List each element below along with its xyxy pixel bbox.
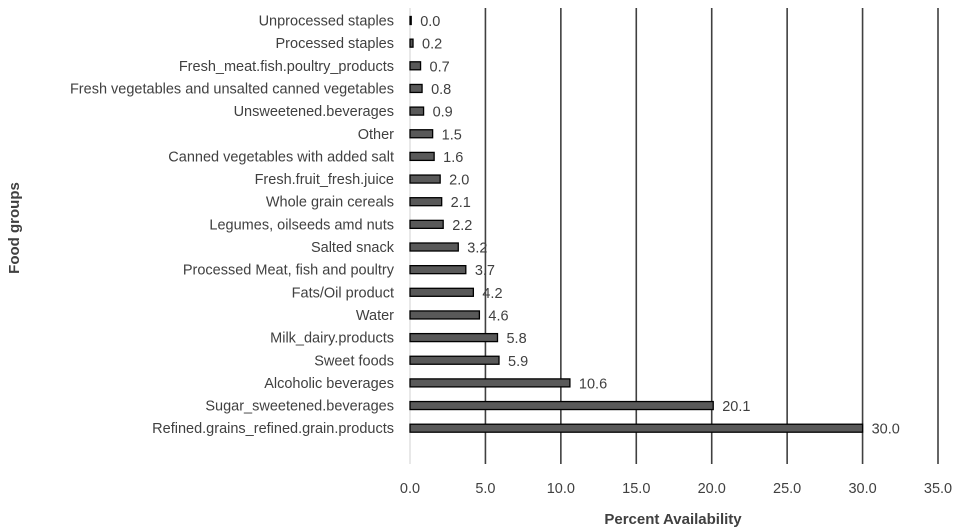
bar (409, 197, 443, 207)
bar (409, 310, 481, 320)
value-label: 2.1 (451, 195, 471, 211)
category-label: Fats/Oil product (292, 285, 394, 301)
bar (409, 264, 467, 275)
value-labels: 0.0 0.2 0.7 0.8 0.9 1.5 1.6 2.0 2.1 2.2 3.2 3.7 4.2 4… (420, 14, 900, 438)
category-label: Fresh vegetables and unsalted canned veg… (70, 81, 394, 97)
category-labels: Unprocessed staples Processed staples Fres… (70, 14, 395, 438)
bar (409, 61, 422, 71)
x-tick-label: 30.0 (848, 481, 876, 497)
bar (409, 151, 435, 162)
value-label: 2.2 (452, 218, 472, 234)
bar (409, 15, 412, 26)
gridlines (409, 8, 939, 464)
x-axis-ticks: 0.0 5.0 10.0 15.0 20.0 25.0 30.0 35.0 (400, 481, 952, 497)
bar (409, 38, 414, 48)
category-label: Fresh_meat.fish.poultry_products (179, 59, 394, 75)
bar (409, 129, 434, 139)
category-label: Milk_dairy.products (270, 331, 394, 347)
x-tick-label: 25.0 (773, 481, 801, 497)
value-label: 3.7 (475, 263, 495, 279)
category-label: Other (358, 127, 394, 143)
value-label: 30.0 (872, 422, 900, 438)
value-label: 0.2 (422, 37, 442, 53)
value-label: 0.8 (431, 82, 451, 98)
x-tick-label: 20.0 (698, 481, 726, 497)
category-label: Sweet foods (314, 353, 394, 369)
bar (409, 287, 475, 297)
value-label: 1.5 (442, 127, 462, 143)
bar (409, 219, 444, 230)
value-label: 1.6 (443, 150, 463, 166)
bar (409, 106, 425, 116)
category-label: Processed staples (276, 36, 394, 52)
x-tick-label: 0.0 (400, 481, 420, 497)
bar (409, 423, 864, 433)
bar (409, 332, 499, 343)
bar (409, 83, 423, 94)
bar (409, 242, 459, 252)
category-label: Fresh.fruit_fresh.juice (255, 172, 394, 188)
bar (409, 174, 441, 184)
value-label: 0.0 (420, 14, 440, 30)
category-label: Unprocessed staples (259, 14, 394, 30)
bar (409, 400, 714, 411)
x-tick-label: 35.0 (924, 481, 952, 497)
value-label: 4.2 (482, 286, 502, 302)
bar (409, 355, 500, 365)
value-label: 0.9 (433, 105, 453, 121)
category-label: Processed Meat, fish and poultry (183, 263, 395, 279)
value-label: 5.9 (508, 354, 528, 370)
value-label: 20.1 (722, 399, 750, 415)
x-tick-label: 15.0 (622, 481, 650, 497)
category-label: Legumes, oilseeds amd nuts (209, 217, 394, 233)
category-label: Salted snack (311, 240, 395, 256)
value-label: 4.6 (488, 308, 508, 324)
value-label: 5.8 (506, 331, 526, 347)
category-label: Canned vegetables with added salt (168, 149, 394, 165)
category-label: Water (356, 308, 394, 324)
category-label: Unsweetened.beverages (234, 104, 394, 120)
bar (409, 378, 571, 388)
value-label: 0.7 (430, 59, 450, 75)
x-axis-title: Percent Availability (604, 511, 742, 528)
x-tick-label: 10.0 (547, 481, 575, 497)
bars (409, 15, 864, 433)
value-label: 3.2 (467, 241, 487, 257)
y-axis-title: Food groups (6, 182, 23, 274)
value-label: 10.6 (579, 376, 607, 392)
category-label: Refined.grains_refined.grain.products (152, 421, 394, 437)
x-tick-label: 5.0 (475, 481, 495, 497)
value-label: 2.0 (449, 173, 469, 189)
category-label: Sugar_sweetened.beverages (205, 399, 394, 415)
category-label: Alcoholic beverages (264, 376, 394, 392)
category-label: Whole grain cereals (266, 195, 394, 211)
